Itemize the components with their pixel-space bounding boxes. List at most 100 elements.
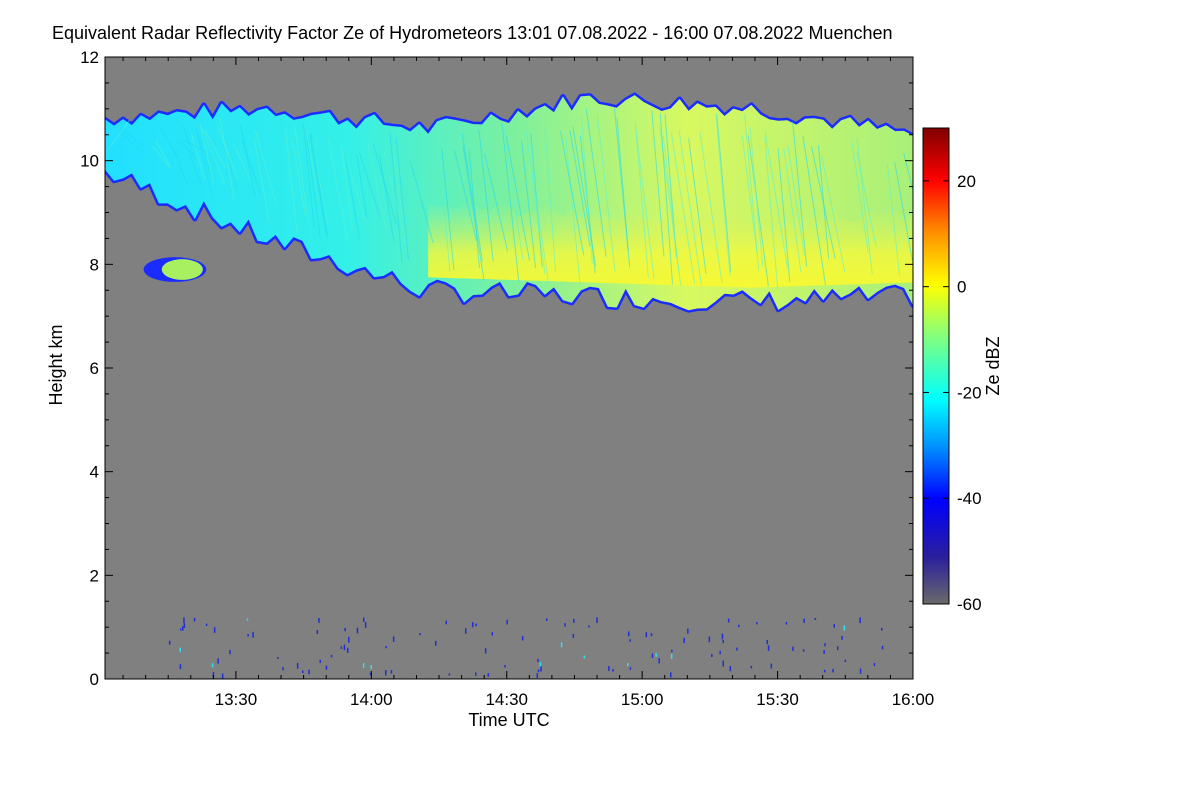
- fall-streak: [284, 128, 298, 233]
- fall-streak: [856, 137, 873, 275]
- y-tick-label: 6: [90, 359, 99, 378]
- y-tick-label: 0: [90, 670, 99, 689]
- fall-streak: [787, 144, 805, 256]
- fall-streak: [409, 160, 434, 243]
- clutter-speck: [564, 623, 566, 627]
- fall-streak: [635, 133, 649, 278]
- clutter-speck: [362, 663, 365, 668]
- cloud-features: [105, 92, 913, 679]
- clutter-speck: [370, 665, 372, 669]
- clutter-speck: [385, 646, 387, 649]
- fall-streak: [372, 143, 398, 225]
- y-tick-label: 12: [80, 48, 99, 67]
- clutter-speck: [302, 670, 304, 674]
- fall-streak: [171, 145, 189, 186]
- clutter-speck: [539, 662, 542, 667]
- fall-streak: [182, 138, 207, 153]
- y-tick-label: 10: [80, 152, 99, 171]
- clutter-speck: [179, 647, 181, 653]
- fall-streak: [651, 110, 665, 257]
- fall-streak: [699, 132, 723, 284]
- fall-streak: [151, 145, 172, 169]
- clutter-speck: [670, 672, 672, 678]
- clutter-speck: [308, 669, 310, 675]
- clutter-speck: [504, 665, 506, 668]
- fall-streak: [437, 135, 451, 272]
- clutter-speck: [221, 673, 224, 679]
- clutter-speck: [859, 668, 862, 674]
- clutter-speck: [540, 666, 542, 672]
- fall-streak: [358, 151, 381, 218]
- clutter-speck: [645, 632, 648, 638]
- fall-streak: [741, 135, 758, 254]
- clutter-speck: [802, 649, 805, 652]
- fall-streak: [856, 150, 877, 247]
- clutter-speck: [722, 660, 724, 667]
- fall-streak: [191, 134, 206, 180]
- fall-streak: [106, 120, 130, 151]
- clutter-speck: [369, 672, 372, 676]
- clutter-speck: [738, 624, 740, 628]
- clutter-speck: [873, 663, 876, 667]
- fall-streak: [239, 124, 256, 197]
- clutter-speck: [347, 647, 349, 653]
- fall-streak: [107, 143, 120, 159]
- fall-streak: [783, 148, 802, 273]
- clutter-speck: [588, 625, 590, 628]
- clutter-speck: [881, 627, 883, 631]
- colorbar-label: Ze dBZ: [983, 336, 1003, 395]
- clutter-speck: [537, 669, 540, 673]
- clutter-speck: [193, 617, 196, 622]
- x-tick-label: 13:30: [215, 690, 258, 709]
- fall-streak: [195, 128, 213, 195]
- clutter-speck: [521, 636, 524, 641]
- fall-streak: [524, 123, 550, 283]
- fall-streak: [254, 130, 278, 207]
- fall-streak: [453, 150, 478, 242]
- fall-streak: [389, 132, 403, 262]
- clutter-speck: [683, 637, 685, 643]
- clutter-speck: [628, 631, 630, 637]
- fall-streak: [505, 136, 530, 261]
- fall-streak: [462, 145, 485, 281]
- clutter-speck: [844, 659, 847, 663]
- clutter-speck: [179, 664, 182, 670]
- fall-streak: [217, 126, 239, 182]
- colorbar-tick-label: -40: [957, 489, 982, 508]
- fall-streak: [616, 117, 629, 252]
- fall-streak: [569, 130, 591, 247]
- clutter-speck: [211, 663, 214, 668]
- clutter-speck: [727, 618, 730, 623]
- clutter-speck: [205, 623, 208, 627]
- fall-streak: [395, 138, 409, 260]
- clutter-speck: [363, 617, 365, 623]
- clutter-speck: [671, 649, 673, 653]
- fall-streak: [107, 122, 124, 132]
- clutter-speck: [182, 626, 184, 631]
- clutter-speck: [766, 639, 768, 645]
- clutter-speck: [708, 636, 711, 643]
- fall-streak: [886, 163, 901, 277]
- x-tick-label: 14:00: [350, 690, 393, 709]
- fall-streak: [903, 153, 913, 193]
- clutter-speck: [658, 658, 660, 664]
- clutter-speck: [722, 640, 724, 644]
- fall-streak: [393, 153, 408, 250]
- fall-streak: [596, 114, 616, 272]
- fall-streak: [585, 108, 607, 257]
- fall-streak: [716, 113, 732, 273]
- fall-streak: [521, 140, 537, 269]
- fall-streak: [501, 123, 520, 283]
- clutter-speck: [448, 673, 451, 676]
- colorbar-tick-label: 0: [957, 278, 966, 297]
- clutter-speck: [711, 654, 713, 658]
- fall-streak: [310, 133, 328, 236]
- clutter-speck: [833, 624, 835, 628]
- fall-streak: [659, 113, 674, 285]
- fall-streak: [302, 122, 315, 227]
- clutter-speck: [213, 627, 216, 633]
- fall-streak: [119, 128, 145, 155]
- clutter-speck: [803, 618, 805, 623]
- fall-streak: [197, 132, 214, 182]
- x-tick-label: 16:00: [892, 690, 935, 709]
